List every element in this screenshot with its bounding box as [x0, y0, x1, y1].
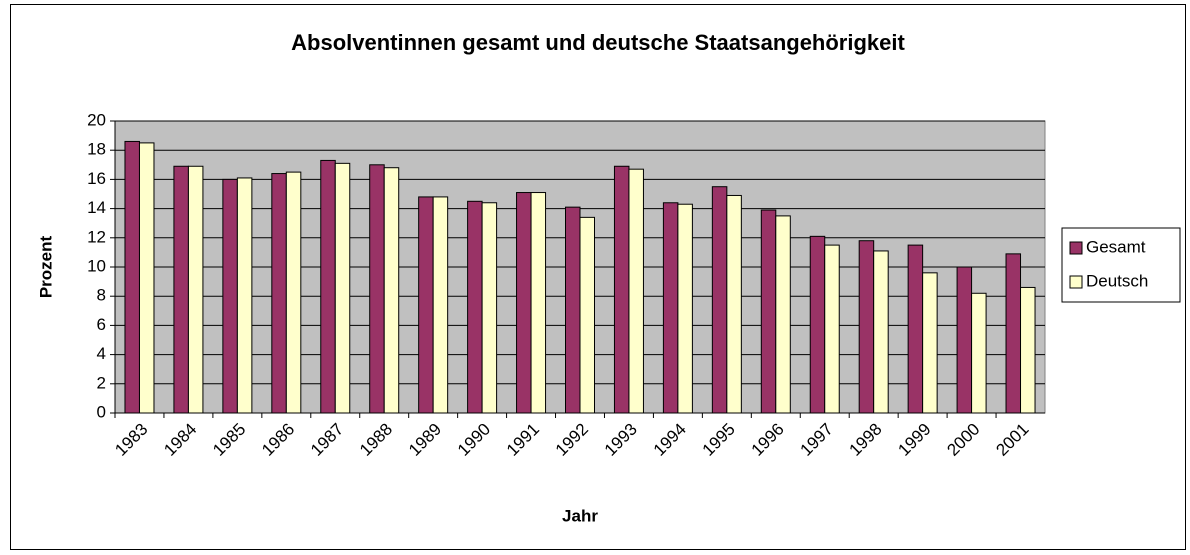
bar	[236, 177, 253, 414]
bar	[124, 140, 140, 414]
bar	[467, 200, 483, 414]
bar	[824, 244, 840, 414]
y-tick-label: 20	[87, 110, 106, 129]
bar	[320, 159, 336, 414]
bar	[922, 272, 938, 414]
bar	[222, 178, 238, 414]
bar	[138, 142, 155, 414]
bar	[907, 244, 924, 414]
bar	[565, 206, 581, 414]
y-axis-label: Prozent	[36, 235, 55, 298]
bar	[173, 165, 189, 414]
bar	[677, 203, 693, 414]
bar	[516, 192, 532, 414]
y-tick-label: 0	[97, 402, 106, 421]
legend-label: Deutsch	[1086, 271, 1148, 290]
y-tick-label: 14	[87, 198, 106, 217]
bar	[383, 167, 400, 414]
bar	[662, 202, 679, 414]
bar	[285, 171, 302, 414]
y-tick-label: 4	[97, 344, 106, 363]
legend-label: Gesamt	[1086, 237, 1146, 256]
y-tick-label: 18	[87, 140, 106, 159]
bar	[628, 168, 644, 414]
y-tick-label: 2	[97, 373, 106, 392]
bar	[809, 235, 826, 414]
legend-swatch	[1069, 275, 1083, 289]
bar	[334, 162, 351, 414]
chart-title: Absolventinnen gesamt und deutsche Staat…	[291, 30, 905, 55]
bar	[775, 215, 791, 414]
bar	[711, 186, 728, 414]
bar	[1005, 253, 1022, 414]
legend-swatch	[1069, 241, 1083, 255]
bar	[369, 164, 385, 414]
y-tick-label: 6	[97, 315, 106, 334]
y-tick-label: 8	[97, 286, 106, 305]
bar	[579, 216, 595, 414]
bar	[481, 202, 498, 414]
y-tick-label: 16	[87, 169, 106, 188]
bar	[971, 292, 987, 414]
bar	[271, 173, 287, 414]
bar	[873, 250, 889, 414]
bar	[956, 266, 973, 414]
bar	[187, 165, 204, 414]
legend-box	[1061, 227, 1181, 303]
bar	[418, 196, 434, 414]
bar	[432, 196, 449, 414]
bar	[726, 194, 742, 414]
bar	[530, 192, 547, 414]
y-tick-label: 10	[87, 256, 106, 275]
y-tick-label: 12	[87, 227, 106, 246]
x-axis-label: Jahr	[562, 506, 598, 525]
bar	[1020, 286, 1036, 414]
bar	[613, 165, 630, 414]
bar	[760, 209, 777, 414]
bar	[858, 240, 875, 414]
